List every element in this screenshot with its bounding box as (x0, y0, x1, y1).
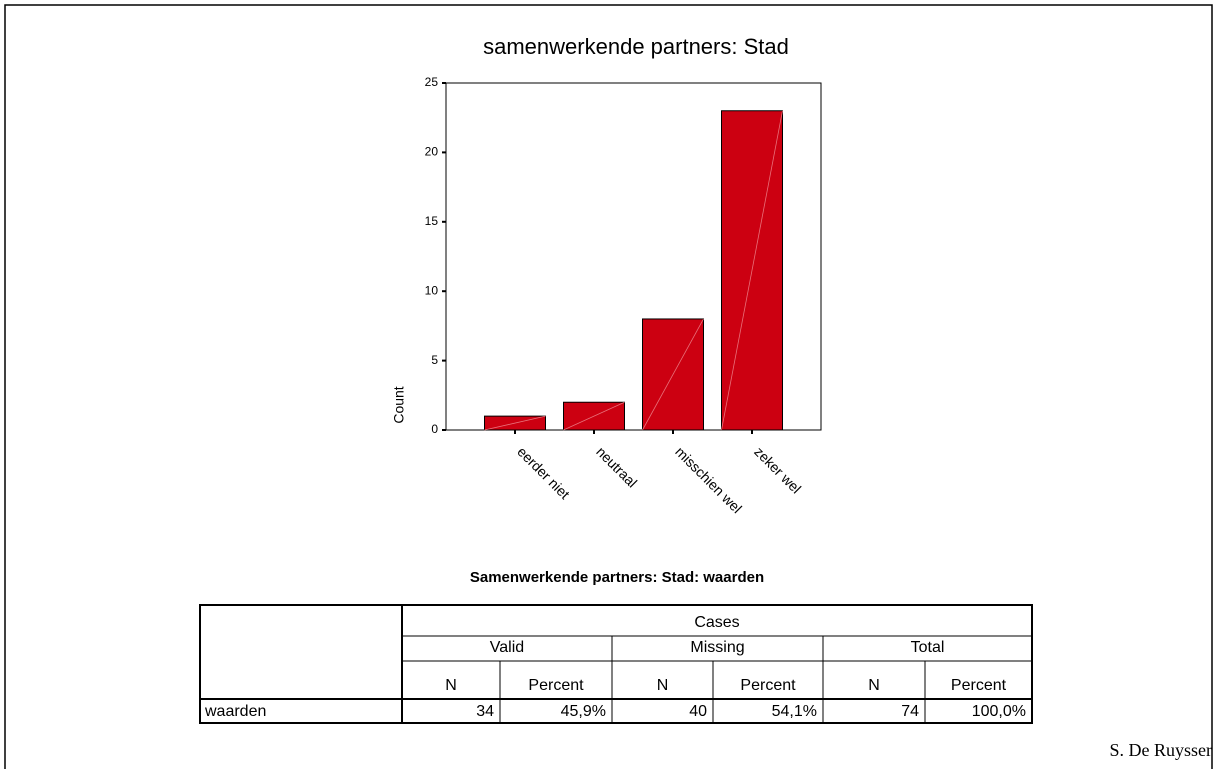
x-tick-label: eerder niet (514, 443, 573, 502)
table-column-header: Missing (690, 639, 744, 656)
bar-shine (563, 401, 625, 431)
table-subcolumn-header: Percent (951, 677, 1007, 694)
y-tick-label: 0 (431, 422, 438, 436)
x-tick-label: zeker wel (751, 443, 804, 496)
bar-shine (642, 318, 704, 431)
bar-shine (484, 415, 546, 431)
y-tick-label: 25 (425, 75, 439, 89)
table-title: Samenwerkende partners: Stad: waarden (470, 569, 764, 586)
chart-title: samenwerkende partners: Stad (483, 34, 789, 59)
table-group-header: Cases (694, 614, 739, 631)
table-subcolumn-header: Percent (740, 677, 796, 694)
y-tick-label: 15 (425, 214, 439, 228)
y-axis-label: Count (391, 386, 407, 423)
table-row-header: waarden (204, 703, 266, 720)
table-cell: 34 (476, 703, 494, 720)
table-subcolumn-header: Percent (528, 677, 584, 694)
table-subcolumn-header: N (657, 677, 669, 694)
x-tick-label: misschien wel (672, 443, 745, 516)
table-column-header: Total (911, 639, 945, 656)
table-cell: 100,0% (972, 703, 1026, 720)
y-tick-label: 10 (425, 283, 439, 297)
table-cell: 74 (901, 703, 919, 720)
table-cell: 45,9% (561, 703, 606, 720)
plot-frame (445, 82, 822, 431)
table-frame (199, 604, 1033, 724)
page-frame (4, 4, 1213, 769)
table-column-header: Valid (490, 639, 524, 656)
table-subcolumn-header: N (868, 677, 880, 694)
y-tick-label: 5 (431, 353, 438, 367)
x-tick-label: neutraal (593, 443, 640, 490)
footer: S. De Ruysser (1110, 740, 1213, 760)
table-subcolumn-header: N (445, 677, 457, 694)
table-cell: 40 (689, 703, 707, 720)
table-cell: 54,1% (772, 703, 817, 720)
bar-shine (721, 110, 783, 431)
y-tick-label: 20 (425, 145, 439, 159)
